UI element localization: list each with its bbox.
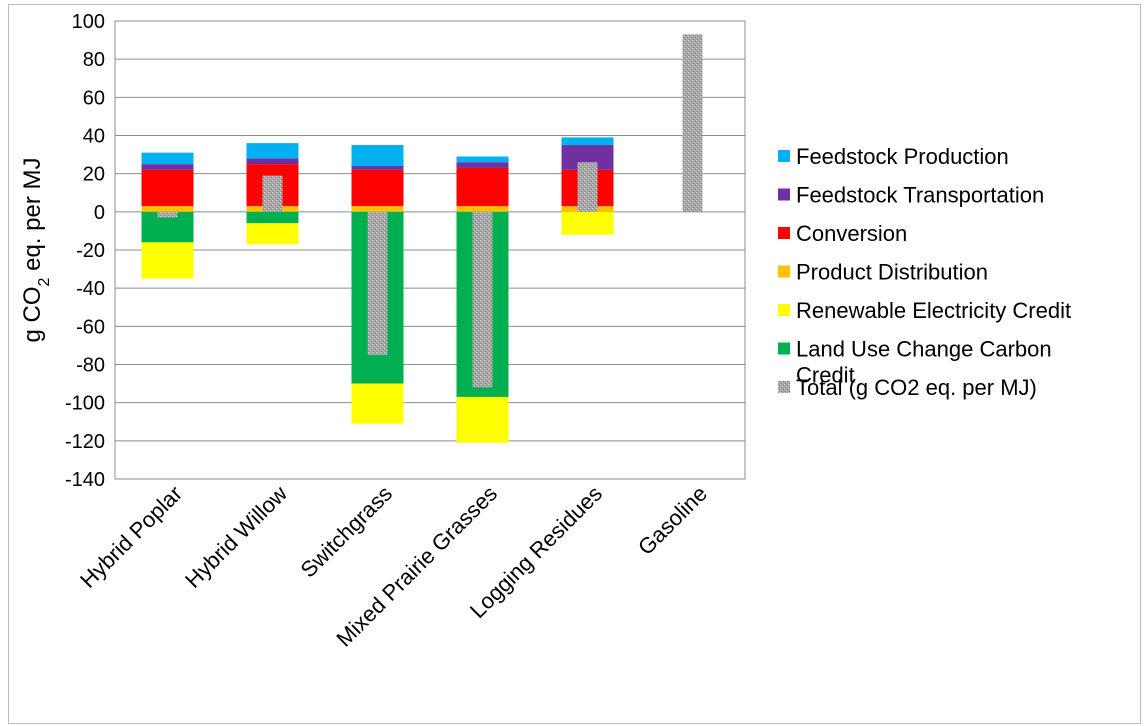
bar-segment-conversion	[456, 167, 509, 207]
bar-segment-renewable-electricity-credit	[561, 211, 614, 235]
legend-swatch	[778, 381, 790, 393]
total-bar	[157, 211, 178, 218]
legend-label: Land Use Change Carbon	[796, 337, 1052, 362]
bar-segment-renewable-electricity-credit	[456, 396, 509, 443]
bar-segment-renewable-electricity-credit	[246, 223, 299, 245]
y-tick-label: -80	[76, 355, 105, 377]
y-tick-label: -60	[76, 316, 105, 338]
category-label: Hybrid Poplar	[75, 481, 187, 593]
legend-label: Feedstock Production	[796, 144, 1009, 169]
legend-label: Conversion	[796, 221, 907, 246]
y-tick-label: -120	[65, 431, 105, 453]
y-tick-label: 80	[83, 49, 105, 71]
y-tick-labels: 100 80 60 40 20 0 -20 -40 -60 -80 -100 -120 -140	[65, 11, 105, 491]
bar-segment-feedstock-production	[561, 137, 614, 146]
y-tick-label: -40	[76, 278, 105, 300]
gridlines	[115, 20, 745, 480]
bar-segment-product-distribution	[456, 206, 509, 212]
y-tick-label: -140	[65, 469, 105, 491]
bar-segment-feedstock-production	[456, 156, 509, 163]
bar-segment-land-use-change-carbon-credit	[246, 211, 299, 224]
y-tick-label: 20	[83, 164, 105, 186]
category-label: Hybrid Willow	[180, 481, 292, 593]
total-bar	[682, 34, 703, 212]
bar-segment-feedstock-production	[246, 143, 299, 159]
bar-segment-feedstock-transportation	[456, 162, 509, 168]
legend-swatch	[778, 150, 790, 162]
y-axis-label-rest: eq. per MJ	[19, 158, 46, 278]
bar-segment-feedstock-production	[141, 152, 194, 165]
y-tick-label: 100	[72, 11, 105, 33]
category-label: Gasoline	[633, 481, 712, 560]
legend-label: Total (g CO2 eq. per MJ)	[796, 375, 1037, 400]
total-bar	[262, 175, 283, 212]
y-tick-label: 0	[94, 202, 105, 224]
legend: Feedstock Production Feedstock Transporta…	[778, 144, 1071, 400]
legend-swatch	[778, 265, 790, 278]
y-tick-label: 40	[83, 126, 105, 148]
legend-swatch	[778, 342, 790, 355]
legend-label: Feedstock Transportation	[796, 183, 1044, 208]
chart-frame	[8, 4, 1141, 724]
bar-segment-renewable-electricity-credit	[141, 242, 194, 279]
bar-segment-product-distribution	[351, 206, 404, 212]
bar-segment-feedstock-transportation	[141, 164, 194, 170]
bar-segment-feedstock-production	[351, 145, 404, 167]
legend-label: Product Distribution	[796, 260, 988, 285]
bar-segment-conversion	[141, 169, 194, 207]
total-bar	[577, 162, 598, 212]
bar-segment-feedstock-transportation	[246, 158, 299, 165]
bar-segment-renewable-electricity-credit	[351, 383, 404, 424]
plot-area-border	[114, 20, 746, 480]
y-axis-label: g CO2 eq. per MJ	[19, 158, 53, 343]
bar-segment-feedstock-transportation	[351, 166, 404, 170]
y-axis-label-subscript: 2	[36, 277, 53, 286]
legend-swatch	[778, 227, 790, 239]
y-axis-label-main: g CO	[19, 286, 46, 342]
total-bar	[367, 211, 388, 355]
legend-label-wrap: Credit	[796, 363, 855, 388]
legend-label: Renewable Electricity Credit	[796, 298, 1071, 323]
bar-segment-product-distribution	[141, 206, 194, 212]
total-bars	[157, 34, 703, 388]
total-bar	[472, 211, 493, 388]
legend-swatch	[778, 304, 790, 316]
y-tick-label: 60	[83, 87, 105, 109]
bar-segment-conversion	[351, 169, 404, 207]
category-label: Switchgrass	[295, 481, 397, 583]
legend-swatch	[778, 188, 790, 201]
y-tick-label: -20	[76, 240, 105, 262]
y-tick-label: -100	[65, 393, 105, 415]
